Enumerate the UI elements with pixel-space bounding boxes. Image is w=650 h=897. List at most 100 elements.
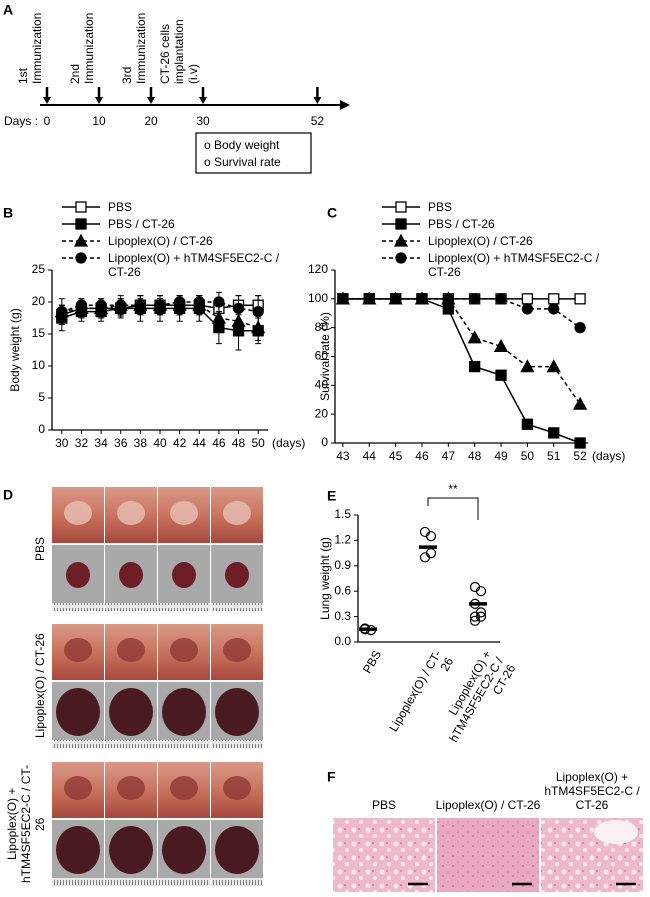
y-tick-label: 20 — [32, 294, 46, 308]
x-tick-label: 48 — [232, 436, 246, 450]
marker — [213, 296, 225, 308]
group-label: Lipoplex(O) + hTM4SF5EC2-C / CT-26 — [544, 770, 640, 812]
y-tick-label: 0 — [321, 435, 328, 449]
marker — [493, 339, 509, 353]
marker — [469, 293, 481, 305]
day-label: 52 — [311, 114, 325, 128]
ruler — [52, 603, 104, 611]
x-axis-label: (days) — [592, 449, 625, 463]
y-tick-label: 1.5 — [334, 507, 351, 521]
chest-detail — [223, 638, 251, 662]
marker — [574, 293, 586, 305]
marker — [232, 302, 245, 315]
y-tick-label: 20 — [315, 406, 329, 420]
lung — [162, 826, 206, 874]
marker — [574, 322, 586, 334]
lung — [225, 562, 249, 588]
timeline-arrowhead — [340, 100, 350, 110]
marker — [521, 418, 534, 430]
x-tick-label: 38 — [134, 436, 148, 450]
marker — [521, 303, 534, 315]
x-tick-label: 51 — [547, 449, 561, 463]
y-tick-label: 5 — [38, 390, 45, 404]
marker — [389, 293, 402, 305]
dot — [475, 586, 487, 597]
marker — [115, 299, 127, 311]
marker — [56, 305, 68, 318]
histology-image — [437, 818, 539, 892]
legend-marker — [395, 218, 407, 230]
marker — [469, 360, 481, 373]
panel-label: B — [3, 205, 13, 221]
x-tick-label: 49 — [494, 449, 508, 463]
marker — [211, 310, 227, 324]
chest-detail — [117, 776, 145, 800]
event-label: 2nd Immunization — [68, 12, 96, 84]
y-tick-label: 100 — [308, 291, 328, 305]
ruler — [52, 740, 104, 748]
lung — [162, 688, 206, 736]
airway — [594, 820, 638, 844]
dot — [419, 526, 431, 538]
dot — [469, 581, 481, 593]
marker — [442, 293, 454, 305]
x-tick-label: 50 — [521, 449, 535, 463]
ruler — [211, 603, 263, 611]
ruler — [158, 740, 210, 748]
lung — [172, 562, 196, 588]
day-label: 10 — [92, 114, 106, 128]
marker — [442, 303, 454, 315]
dot — [425, 531, 437, 542]
x-tick-label: 40 — [153, 436, 167, 450]
marker — [252, 305, 264, 318]
legend-label: Lipoplex(O) + hTM4SF5EC2-C / CT-26 — [108, 251, 280, 279]
event-label: 1st Immunization — [16, 12, 44, 84]
y-tick-label: 15 — [32, 326, 46, 340]
event-arrowhead — [147, 97, 155, 104]
lung — [109, 688, 153, 736]
panel-label: F — [327, 769, 336, 785]
chest-detail — [64, 776, 92, 800]
lung — [66, 562, 90, 588]
x-tick-label: 32 — [75, 436, 89, 450]
ruler — [158, 603, 210, 611]
y-tick-label: 0.9 — [334, 558, 351, 572]
marker — [495, 369, 507, 381]
legend-label: PBS / CT-26 — [428, 217, 495, 231]
legend-marker — [395, 252, 407, 264]
x-tick-label: 30 — [55, 436, 69, 450]
legend-marker — [75, 252, 87, 264]
histology-image — [333, 818, 435, 892]
dot — [469, 615, 481, 626]
marker — [548, 293, 560, 305]
event-arrowhead — [313, 97, 322, 104]
event-arrowhead — [95, 97, 103, 104]
x-tick-label: 47 — [442, 449, 456, 463]
lung — [56, 826, 100, 874]
ruler — [211, 878, 263, 886]
legend-label: PBS / CT-26 — [108, 217, 175, 231]
group-label: Lipoplex(O) + hTM4SF5EC2-C / CT-26 — [5, 764, 47, 884]
marker — [467, 330, 482, 344]
x-tick-label: 43 — [336, 449, 350, 463]
event-label: CT-26 cells implantation (i.v) — [158, 19, 200, 84]
chest-detail — [170, 638, 198, 662]
significance-label: ** — [448, 482, 458, 496]
group-label: PBS — [33, 537, 47, 562]
panel-label: E — [327, 488, 336, 504]
chest-detail — [170, 776, 198, 800]
x-tick-label: 44 — [193, 436, 207, 450]
lung — [215, 826, 259, 874]
marker — [548, 427, 560, 439]
marker — [574, 437, 586, 449]
y-tick-label: 0.3 — [334, 609, 351, 623]
measurement-box — [195, 132, 312, 174]
y-tick-label: 25 — [32, 262, 46, 276]
y-axis-label: Body weight (g) — [8, 308, 22, 391]
x-tick-label: 50 — [252, 436, 266, 450]
ruler — [105, 878, 157, 886]
group-label: PBS — [371, 798, 396, 812]
x-tick-label: 42 — [173, 436, 187, 450]
y-tick-label: 1.2 — [334, 533, 351, 547]
